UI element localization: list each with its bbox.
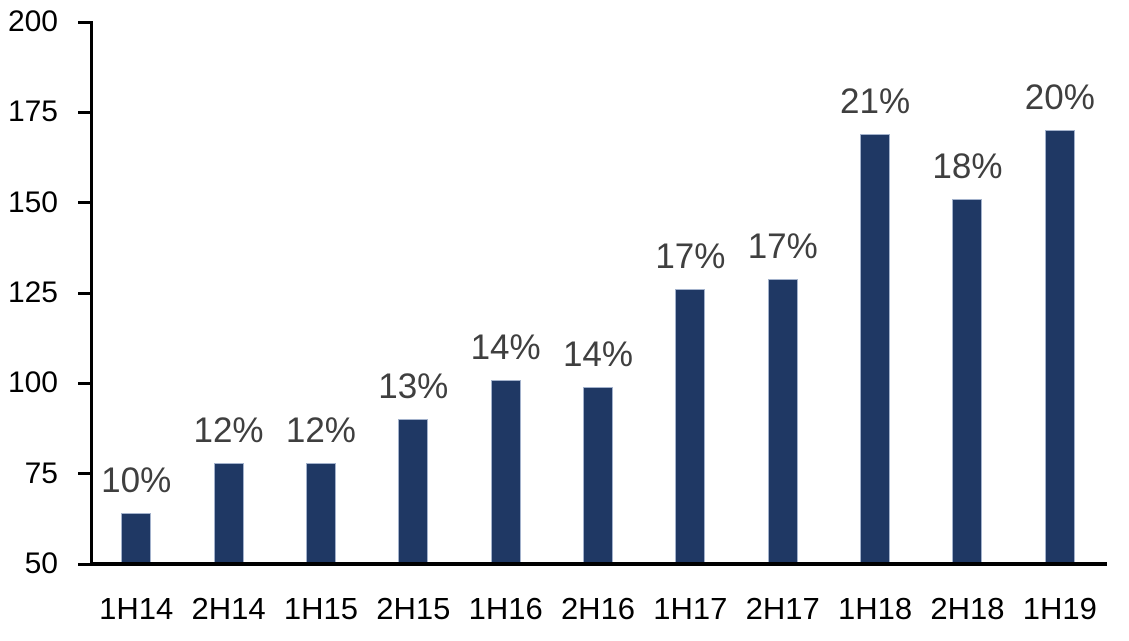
bar-value-label-2H15: 13%: [378, 367, 449, 407]
x-tick-label-2H17: 2H17: [745, 591, 820, 626]
y-tick-mark: [78, 201, 91, 205]
y-tick-label: 150: [7, 185, 58, 219]
bar-value-label-1H18: 21%: [840, 82, 911, 121]
bar-2H14: [213, 462, 244, 564]
bar-2H18: [952, 199, 983, 564]
x-tick-label-1H16: 1H16: [468, 591, 543, 626]
x-tick-label-2H16: 2H16: [560, 591, 636, 626]
bar-value-label-2H16: 14%: [562, 334, 634, 374]
y-tick-mark: [78, 291, 91, 295]
y-tick-label: 125: [7, 276, 58, 309]
bar-value-label-2H18: 18%: [932, 147, 1003, 187]
x-tick-label-1H19: 1H19: [1022, 591, 1097, 626]
bar-value-label-2H17: 17%: [747, 226, 818, 266]
bar-1H14: [121, 513, 152, 564]
y-tick-label: 200: [7, 5, 58, 38]
y-axis-line: [90, 21, 93, 566]
bar-1H15: [305, 462, 336, 564]
bar-value-label-1H16: 14%: [470, 327, 541, 367]
bar-value-label-1H17: 17%: [655, 237, 726, 277]
bar-value-label-1H14: 10%: [101, 461, 172, 501]
x-tick-label-2H15: 2H15: [376, 591, 451, 626]
bar-value-label-2H14: 12%: [193, 410, 264, 450]
bar-1H18: [860, 134, 891, 564]
bar-2H17: [767, 278, 798, 564]
y-tick-mark: [78, 20, 91, 24]
bar-1H19: [1044, 130, 1075, 564]
x-tick-label-2H14: 2H14: [191, 591, 266, 626]
y-tick-label: 75: [24, 456, 58, 490]
y-tick-mark: [78, 381, 91, 385]
bar-value-label-1H15: 12%: [285, 410, 356, 450]
x-tick-label-1H15: 1H15: [283, 591, 358, 626]
x-tick-label-1H17: 1H17: [653, 591, 728, 626]
y-tick-mark: [78, 472, 91, 476]
y-tick-label: 50: [24, 547, 58, 580]
y-tick-mark: [78, 110, 91, 114]
y-tick-mark: [78, 562, 91, 566]
bar-value-label-1H19: 20%: [1024, 78, 1095, 118]
y-tick-label: 100: [7, 366, 58, 400]
x-tick-label-1H18: 1H18: [838, 591, 913, 626]
x-tick-label-2H18: 2H18: [930, 591, 1005, 626]
bar-1H16: [490, 379, 521, 564]
bar-2H16: [583, 386, 613, 564]
y-tick-label: 175: [7, 95, 58, 129]
bar-2H15: [398, 419, 429, 564]
x-tick-label-1H14: 1H14: [99, 591, 174, 626]
x-axis-line: [90, 562, 1107, 566]
bar-1H17: [675, 289, 706, 564]
